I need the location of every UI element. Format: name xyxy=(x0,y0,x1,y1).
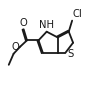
Text: Cl: Cl xyxy=(73,10,82,19)
Text: O: O xyxy=(20,18,28,28)
Text: O: O xyxy=(11,42,19,52)
Text: NH: NH xyxy=(39,20,54,30)
Text: S: S xyxy=(67,49,73,59)
